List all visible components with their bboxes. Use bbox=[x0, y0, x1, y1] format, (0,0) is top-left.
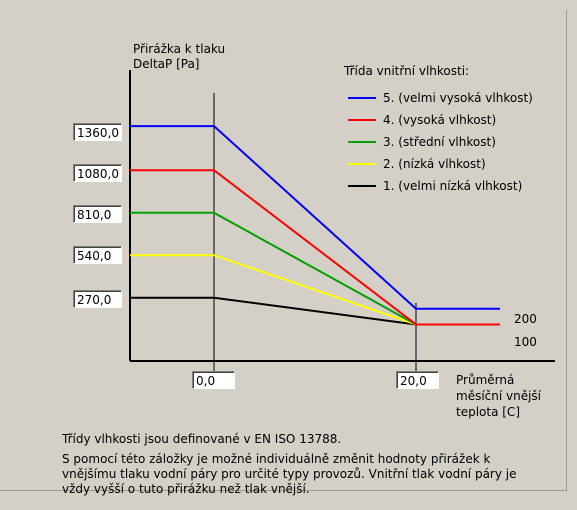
series-line-class1 bbox=[130, 296, 500, 326]
info-text-line3: vnějšímu tlaku vodní páry pro určité typ… bbox=[62, 467, 517, 481]
class3-pressure-input[interactable]: 810,0 bbox=[73, 205, 122, 223]
legend-label-class1: 1. (velmi nízká vlhkost) bbox=[383, 179, 523, 193]
x-axis-label-line1: Průměrná bbox=[456, 373, 515, 387]
class4-pressure-input[interactable]: 1080,0 bbox=[73, 164, 122, 182]
legend-label-class3: 3. (střední vlhkost) bbox=[383, 135, 496, 149]
x-breakpoint-end-input[interactable]: 20,0 bbox=[396, 371, 439, 389]
series-line-class3 bbox=[130, 211, 500, 326]
y-axis-label-line1: Přirážka k tlaku bbox=[133, 42, 226, 56]
class1-pressure-input[interactable]: 270,0 bbox=[73, 290, 122, 308]
series-line-class2 bbox=[130, 254, 500, 326]
x-axis-label-line3: teplota [C] bbox=[456, 405, 520, 419]
legend-label-class4: 4. (vysoká vlhkost) bbox=[383, 113, 497, 127]
info-text-line4: vždy vyšší o tuto přirážku než tlak vněj… bbox=[62, 482, 310, 496]
legend-label-class2: 2. (nízká vlhkost) bbox=[383, 157, 486, 171]
info-text-line1: Třídy vlhkosti jsou definované v EN ISO … bbox=[62, 432, 342, 446]
class5-pressure-input[interactable]: 1360,0 bbox=[73, 123, 122, 141]
right-value-200: 200 bbox=[514, 312, 537, 326]
x-axis-label-line2: měsíční vnější bbox=[456, 389, 542, 403]
legend-label-class5: 5. (velmi vysoká vlhkost) bbox=[383, 91, 533, 105]
info-text-line2: S pomocí této záložky je možné individuá… bbox=[62, 452, 491, 466]
y-axis-label-line2: DeltaP [Pa] bbox=[133, 57, 200, 71]
series-line-class5 bbox=[130, 125, 500, 310]
right-value-100: 100 bbox=[514, 335, 537, 349]
class2-pressure-input[interactable]: 540,0 bbox=[73, 246, 122, 264]
legend-title: Třída vnitřní vlhkosti: bbox=[344, 64, 470, 78]
x-breakpoint-start-input[interactable]: 0,0 bbox=[192, 371, 235, 389]
series-line-class4 bbox=[130, 169, 500, 326]
panel-border-bottom bbox=[0, 490, 567, 491]
panel-border-right bbox=[566, 10, 567, 490]
